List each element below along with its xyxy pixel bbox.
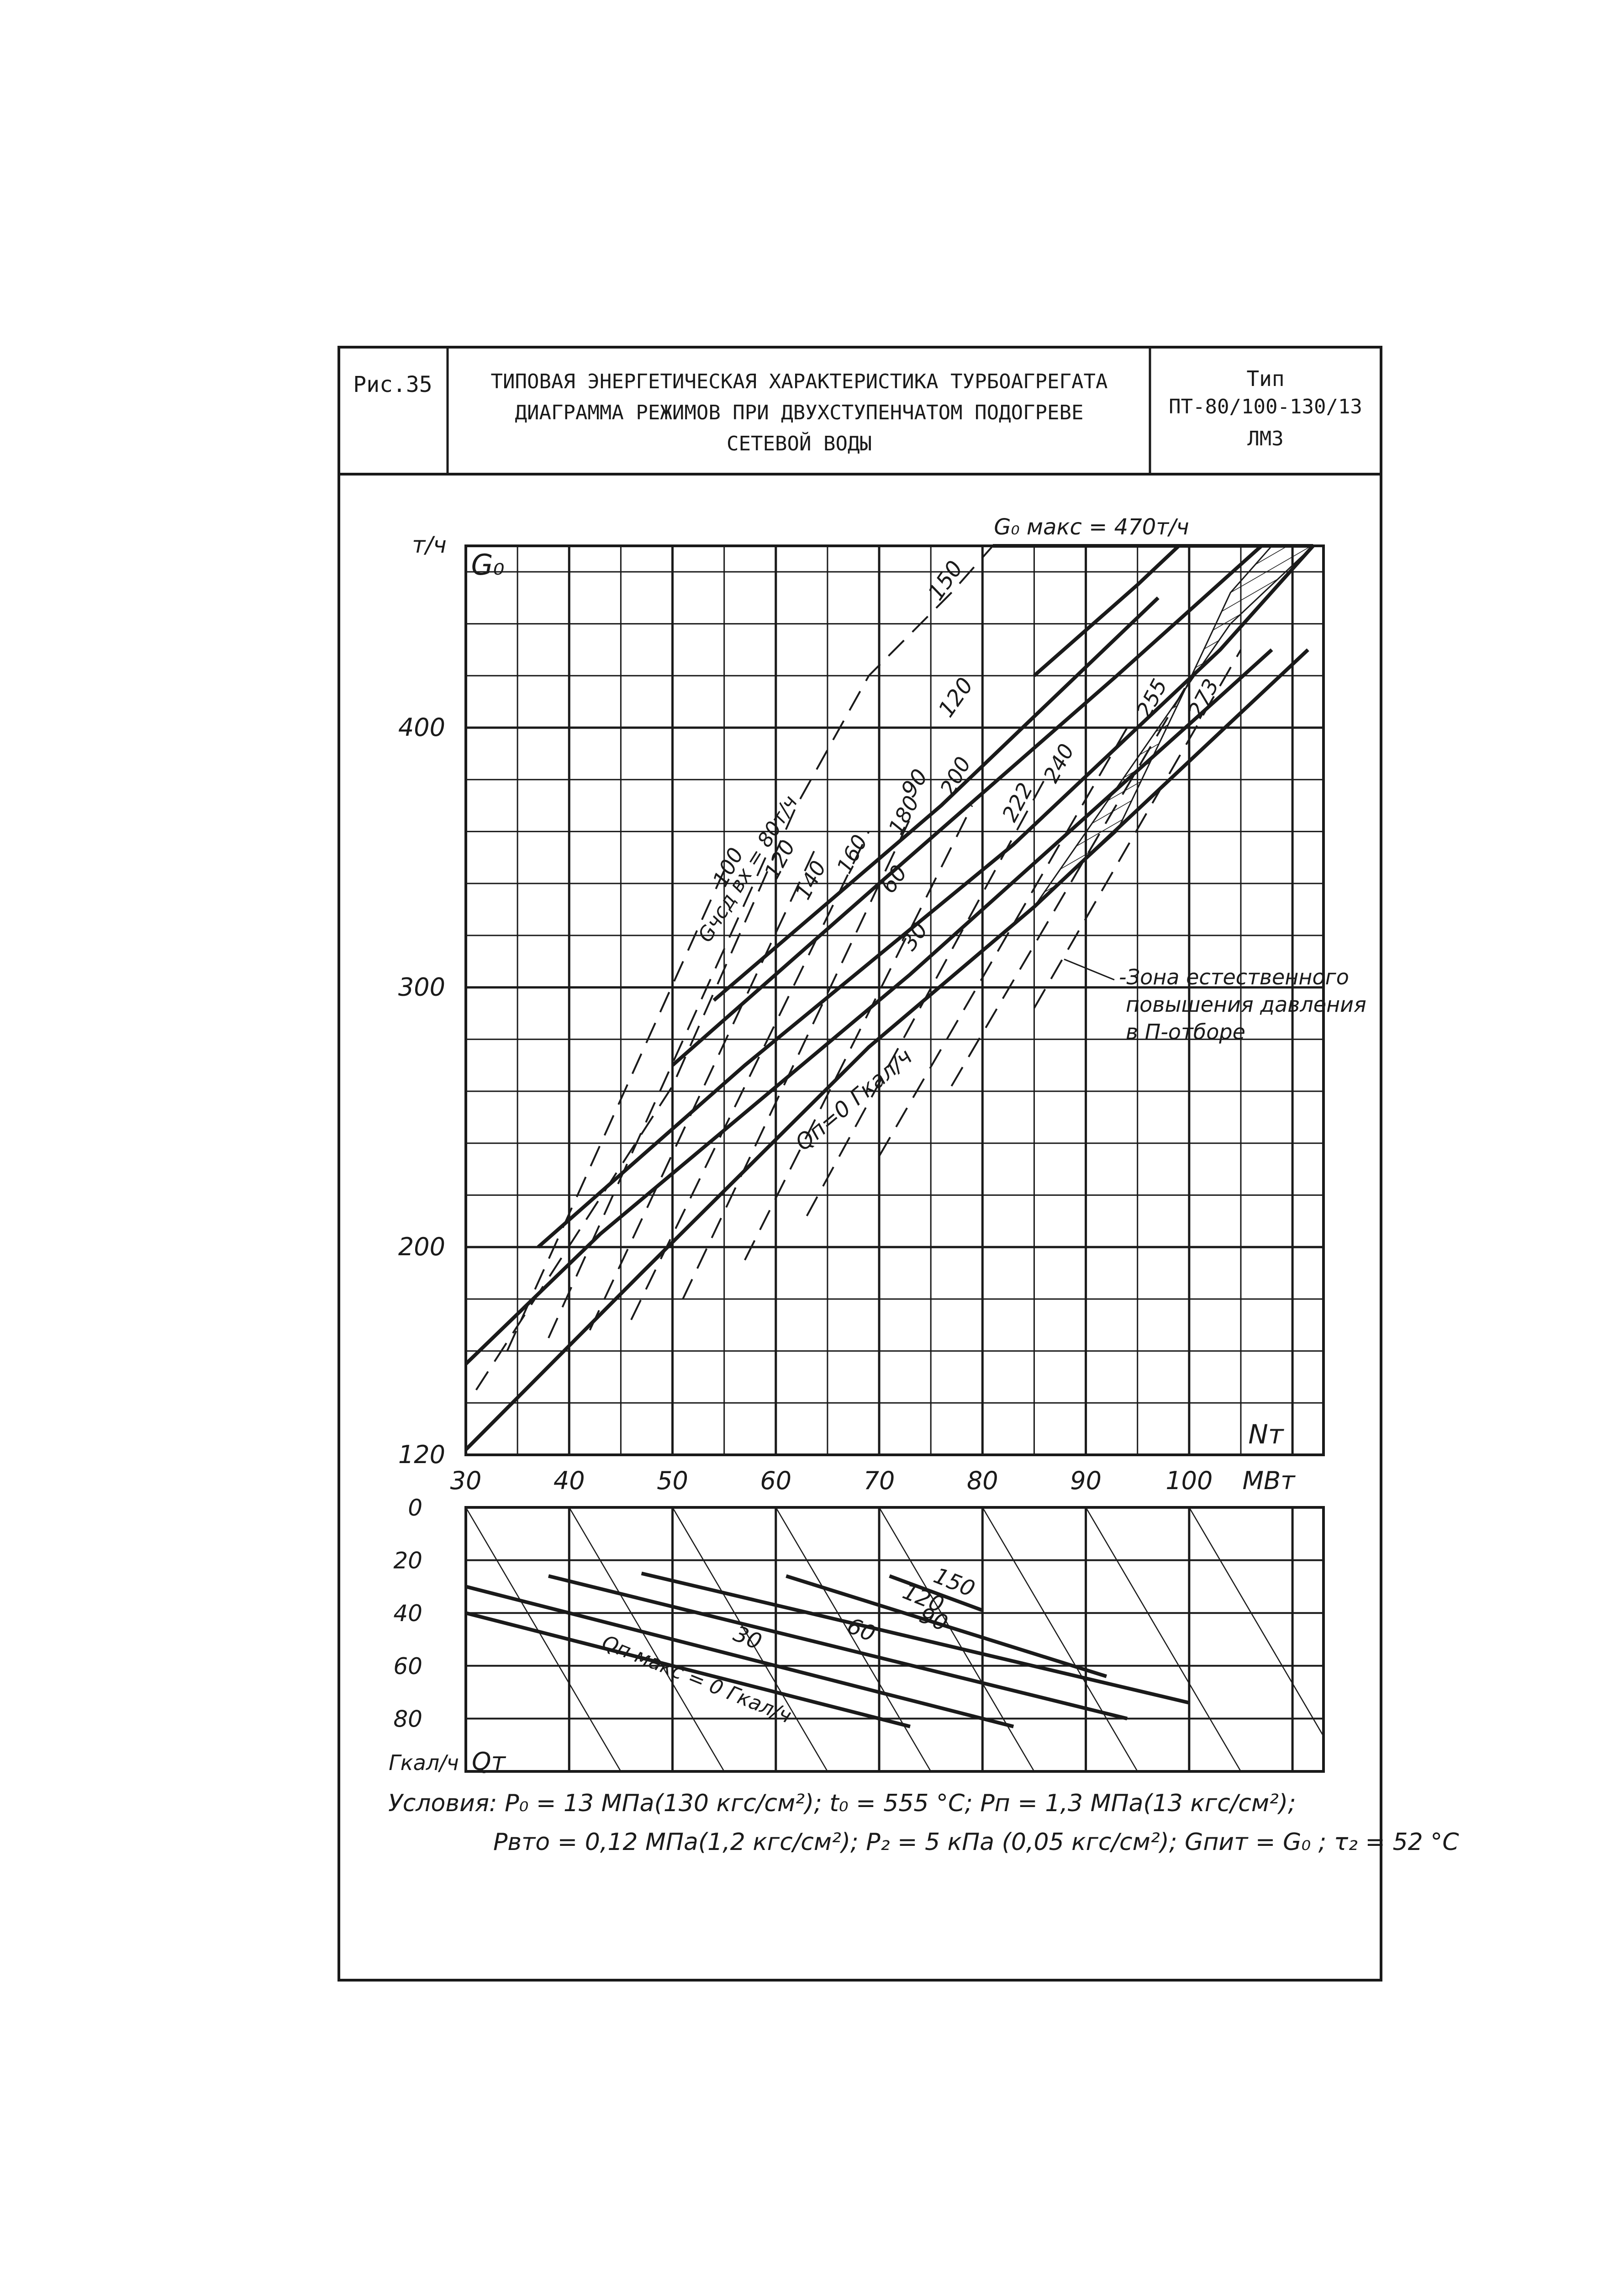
title-line-3: СЕТЕВОЙ ВОДЫ bbox=[727, 431, 872, 455]
dashed-label-140: 140 bbox=[791, 856, 831, 904]
lower-y-tick-label: 40 bbox=[393, 1600, 422, 1627]
dashed-line-180 bbox=[682, 818, 911, 1300]
dashed-label-222: 222 bbox=[997, 779, 1038, 826]
dashed-line-255 bbox=[950, 680, 1190, 1087]
y-tick-label: 300 bbox=[398, 973, 445, 1002]
diagonal-guide bbox=[775, 1507, 932, 1772]
dashed-line-140 bbox=[589, 844, 818, 1331]
diagonal-guide bbox=[465, 1507, 622, 1772]
solid-line-120 bbox=[712, 596, 1160, 1002]
solid-line-30 bbox=[464, 648, 1273, 1365]
upper-chart-solid-lines bbox=[464, 544, 1315, 1451]
y-axis-symbol: G₀ bbox=[471, 548, 505, 581]
upper-chart-flow-vs-power: 30 40 50 60 70 80 90 100 120 200 300 400 100 120 140 1… bbox=[398, 514, 1366, 1495]
upper-chart-tick-labels: 30 40 50 60 70 80 90 100 120 200 300 400 bbox=[398, 713, 1213, 1495]
curve-label-60: 60 bbox=[875, 861, 912, 898]
lower-y-tick-label: 20 bbox=[393, 1548, 422, 1574]
x-axis-symbol: Nт bbox=[1248, 1419, 1284, 1450]
diagonal-guide bbox=[672, 1507, 828, 1772]
lower-y-tick-label: 0 bbox=[408, 1495, 422, 1521]
diagonal-guide bbox=[878, 1507, 1035, 1772]
max-flow-label: G₀ макс = 470т/ч bbox=[994, 514, 1189, 540]
y-tick-label: 200 bbox=[398, 1232, 445, 1261]
lower-series-line bbox=[465, 1585, 1014, 1728]
x-tick-label: 100 bbox=[1165, 1466, 1213, 1495]
dashed-line-200 bbox=[744, 805, 973, 1261]
natural-pressure-zone-hatch bbox=[1033, 545, 1315, 908]
conditions-line-1: Условия: P₀ = 13 МПа(130 кгс/см²); t₀ = … bbox=[388, 1790, 1296, 1817]
sheet-frame bbox=[337, 346, 1382, 1982]
dashed-line-160 bbox=[630, 831, 870, 1321]
lower-chart-diagonal-guides bbox=[465, 1507, 1324, 1772]
lower-chart-series bbox=[465, 1571, 1190, 1728]
y-tick-label: 400 bbox=[398, 713, 445, 742]
y-tick-label: 120 bbox=[398, 1440, 445, 1469]
x-tick-label: 30 bbox=[450, 1466, 482, 1495]
lower-plot-frame bbox=[464, 1506, 1325, 1773]
solid-line-150 bbox=[1033, 544, 1180, 677]
lower-curve-label-60: 60 bbox=[844, 1613, 879, 1647]
title-line-1: ТИПОВАЯ ЭНЕРГЕТИЧЕСКАЯ ХАРАКТЕРИСТИКА ТУ… bbox=[490, 370, 1107, 393]
x-tick-label: 90 bbox=[1070, 1466, 1102, 1495]
upper-plot-frame bbox=[464, 544, 1325, 1456]
curve-label-30: 30 bbox=[896, 918, 933, 955]
x-tick-label: 50 bbox=[657, 1466, 688, 1495]
lower-y-tick-label: 60 bbox=[393, 1653, 422, 1680]
solid-line-Qп=0 bbox=[464, 648, 1309, 1451]
zone-label-leader bbox=[1064, 958, 1115, 981]
lower-curve-label-30: 30 bbox=[730, 1621, 765, 1655]
solid-line-60 bbox=[537, 544, 1315, 1249]
lower-chart-grid bbox=[464, 1506, 1325, 1773]
lower-y-tick-label: 80 bbox=[393, 1706, 422, 1732]
figure-label: Рис.35 bbox=[353, 372, 432, 397]
lower-series-line bbox=[889, 1574, 983, 1612]
type-line-3: ЛМЗ bbox=[1247, 427, 1283, 450]
lower-series-line bbox=[786, 1574, 1107, 1678]
x-tick-label: 70 bbox=[864, 1466, 895, 1495]
diagonal-guide bbox=[1085, 1507, 1242, 1772]
lower-series-line bbox=[465, 1611, 911, 1728]
type-line-2: ПТ-80/100-130/13 bbox=[1169, 395, 1362, 418]
upper-dashed-label-120: 120 bbox=[933, 673, 978, 722]
natural-pressure-zone bbox=[1033, 545, 1315, 908]
x-tick-label: 60 bbox=[760, 1466, 791, 1495]
title-line-2: ДИАГРАММА РЕЖИМОВ ПРИ ДВУХСТУПЕНЧАТОМ ПО… bbox=[515, 401, 1083, 424]
diagonal-guide bbox=[982, 1507, 1138, 1772]
zone-label-line-2: повышения давления bbox=[1126, 992, 1366, 1017]
dashed-line-100 bbox=[506, 870, 725, 1352]
lower-chart-tick-labels: 0 20 40 60 80 bbox=[393, 1495, 422, 1732]
title-block: Рис.35 ТИПОВАЯ ЭНЕРГЕТИЧЕСКАЯ ХАРАКТЕРИС… bbox=[339, 347, 1381, 476]
zone-label-line-1: -Зона естественного bbox=[1119, 965, 1349, 989]
y-axis-unit: т/ч bbox=[412, 532, 447, 558]
diagonal-guide bbox=[569, 1507, 725, 1772]
zone-label-line-3: в П-отборе bbox=[1126, 1020, 1245, 1044]
lower-series-line bbox=[641, 1571, 1190, 1705]
x-axis-unit: МВт bbox=[1242, 1466, 1296, 1495]
x-tick-label: 80 bbox=[967, 1466, 998, 1495]
lower-y-unit: Гкал/ч bbox=[389, 1750, 459, 1775]
conditions-line-2: Pвто = 0,12 МПа(1,2 кгс/см²); P₂ = 5 кПа… bbox=[493, 1829, 1459, 1856]
diagonal-guide bbox=[1188, 1507, 1324, 1737]
lower-series-line bbox=[548, 1574, 1128, 1721]
x-tick-label: 40 bbox=[554, 1466, 585, 1495]
type-line-1: Тип bbox=[1246, 366, 1284, 391]
solid-line-90 bbox=[671, 544, 1263, 1067]
dashed-line-120 bbox=[548, 857, 766, 1338]
dashed-line-240 bbox=[878, 727, 1128, 1157]
lower-y-symbol: Qт bbox=[472, 1747, 506, 1776]
